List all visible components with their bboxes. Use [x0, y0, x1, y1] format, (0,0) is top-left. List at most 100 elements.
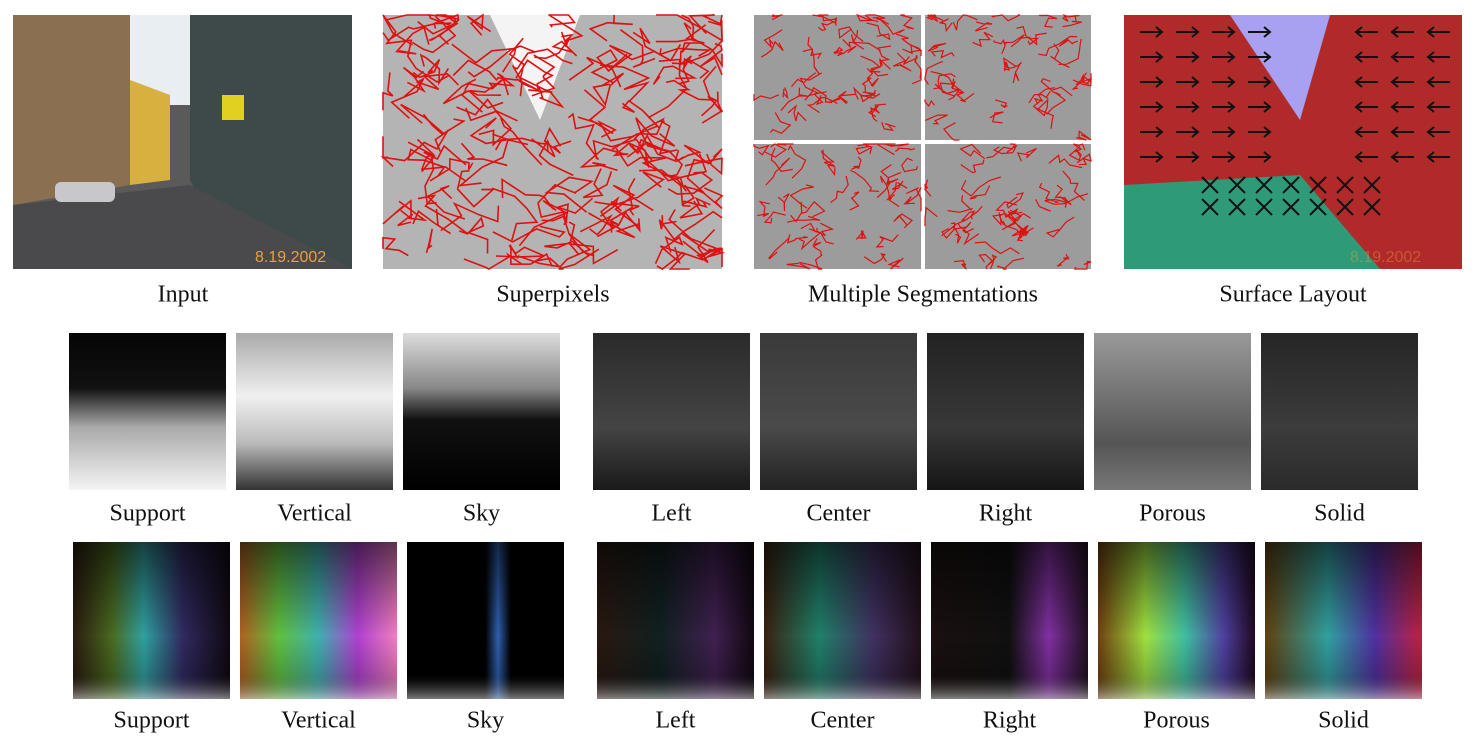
boundary [866, 14, 890, 25]
boundary [930, 50, 955, 59]
boundary [763, 29, 783, 49]
boundary [986, 143, 1017, 159]
panel-label: Multiple Segmentations [808, 282, 1038, 308]
boundary [400, 103, 446, 152]
boundary [696, 228, 723, 267]
boundary [959, 143, 986, 160]
arrow [1248, 26, 1272, 38]
boundary [588, 14, 633, 42]
boundary [658, 47, 713, 57]
boundary [646, 144, 684, 177]
boundary [802, 48, 820, 75]
boundary [806, 96, 838, 114]
boundary [894, 147, 916, 152]
map-label: Right [979, 501, 1033, 527]
boundary [626, 138, 661, 158]
boundary [765, 157, 791, 186]
boundary [760, 40, 784, 58]
arrow [1140, 51, 1164, 63]
boundary [786, 262, 811, 270]
map-shade [1098, 542, 1255, 699]
boundary [837, 90, 856, 98]
boundary [1035, 199, 1051, 212]
boundary [700, 95, 724, 124]
date-stamp: 8.19.2002 [255, 249, 326, 266]
boundary [568, 221, 619, 265]
boundary [1016, 25, 1047, 46]
map-label: Support [113, 708, 189, 734]
boundary [456, 170, 496, 208]
boundary [1054, 184, 1072, 206]
boundary [501, 177, 554, 210]
boundary [452, 59, 518, 82]
boundary [1012, 63, 1021, 84]
arrow [1140, 76, 1164, 88]
arrow [1354, 76, 1378, 88]
cross [1282, 198, 1300, 216]
boundary [1062, 14, 1082, 28]
boundary [753, 144, 770, 156]
cross [1228, 198, 1246, 216]
boundary [656, 14, 723, 42]
boundary [386, 14, 451, 26]
boundary [451, 43, 517, 73]
boundary [635, 117, 676, 147]
arrow [1426, 151, 1450, 163]
boundary [382, 236, 409, 257]
boundary [1003, 57, 1023, 69]
boundary [426, 185, 466, 220]
boundary [659, 245, 690, 270]
boundary [866, 67, 879, 88]
boundary [764, 143, 787, 158]
cross [1336, 198, 1354, 216]
boundary [789, 184, 814, 209]
boundary [548, 14, 576, 28]
boundary [415, 73, 451, 91]
map-label: Porous [1139, 501, 1206, 527]
arrow [1354, 51, 1378, 63]
arrow [1354, 126, 1378, 138]
arrow [1212, 26, 1236, 38]
map-label: Right [983, 708, 1037, 734]
boundary [924, 206, 938, 227]
boundary [491, 187, 539, 241]
boundary [417, 14, 459, 35]
boundary [500, 117, 543, 166]
boundary [513, 48, 573, 70]
boundary [893, 213, 913, 229]
boundary [684, 153, 723, 176]
boundary [763, 211, 786, 224]
boundary [838, 26, 864, 42]
panel-label: Superpixels [496, 282, 609, 308]
arrow [1390, 126, 1414, 138]
boundary [440, 201, 500, 232]
boundary [857, 143, 876, 148]
boundary [978, 253, 995, 270]
boundary [804, 86, 833, 104]
boundary [647, 58, 688, 119]
map-shade [931, 542, 1088, 699]
map-label: Solid [1318, 708, 1369, 734]
boundary [771, 14, 783, 21]
boundary [822, 149, 836, 177]
arrow [1248, 126, 1272, 138]
boundary [872, 17, 905, 36]
arrow [1140, 151, 1164, 163]
arrow [1248, 151, 1272, 163]
boundary [924, 60, 944, 85]
boundary [422, 113, 466, 136]
arrow [1426, 126, 1450, 138]
boundary [1003, 60, 1010, 72]
boundary [939, 78, 956, 97]
boundary [957, 223, 980, 246]
boundary [1058, 38, 1082, 65]
boundary [887, 257, 904, 270]
boundary [1003, 34, 1025, 48]
boundary [776, 143, 794, 146]
segment-boundaries [753, 13, 1092, 271]
boundary [655, 37, 723, 69]
boundary [770, 147, 793, 172]
boundary [852, 86, 877, 100]
